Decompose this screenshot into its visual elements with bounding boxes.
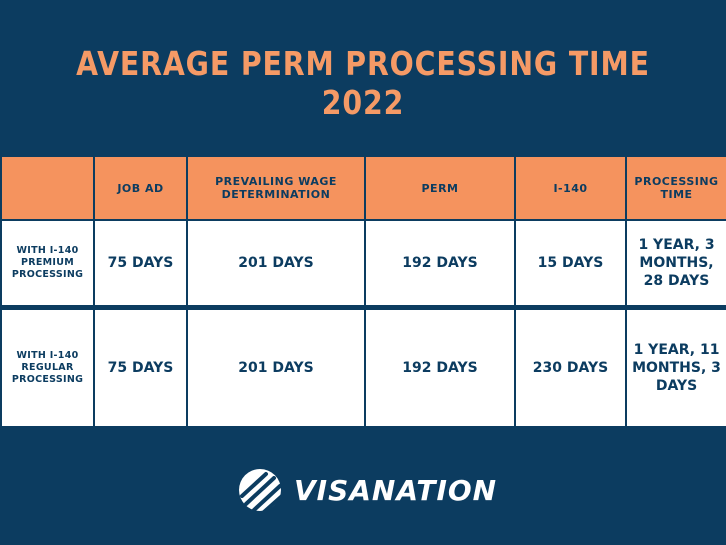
header-job-ad: JOB AD [93, 155, 188, 221]
row-label-regular: WITH I-140 REGULAR PROCESSING [0, 308, 95, 428]
cell-prevailing-wage: 201 DAYS [186, 308, 366, 428]
header-i140: I-140 [514, 155, 627, 221]
page-title: Average PERM Processing Time 2022 [76, 44, 650, 122]
table-row-regular: WITH I-140 REGULAR PROCESSING 75 DAYS 20… [0, 308, 726, 428]
cell-processing-time: 1 YEAR, 11 MONTHS, 3 DAYS [625, 308, 726, 428]
cell-processing-time: 1 YEAR, 3 MONTHS, 28 DAYS [625, 219, 726, 307]
table-row-premium: WITH I-140 PREMIUM PROCESSING 75 DAYS 20… [0, 219, 726, 307]
row-label-premium: WITH I-140 PREMIUM PROCESSING [0, 219, 95, 307]
cell-job-ad: 75 DAYS [93, 308, 188, 428]
logo-text: VISANATION [294, 473, 498, 507]
cell-perm: 192 DAYS [364, 308, 516, 428]
perm-processing-table: JOB AD PREVAILING WAGE DETERMINATION PER… [0, 155, 726, 428]
cell-i140: 230 DAYS [514, 308, 627, 428]
cell-job-ad: 75 DAYS [93, 219, 188, 307]
header-prevailing-wage: PREVAILING WAGE DETERMINATION [186, 155, 366, 221]
cell-prevailing-wage: 201 DAYS [186, 219, 366, 307]
visanation-logo: VISANATION [236, 466, 497, 514]
header-empty [0, 155, 95, 221]
table-header-row: JOB AD PREVAILING WAGE DETERMINATION PER… [0, 155, 726, 221]
cell-i140: 15 DAYS [514, 219, 627, 307]
visanation-globe-icon [239, 469, 284, 514]
header-processing-time: PROCESSING TIME [625, 155, 726, 221]
cell-perm: 192 DAYS [364, 219, 516, 307]
header-perm: PERM [364, 155, 516, 221]
